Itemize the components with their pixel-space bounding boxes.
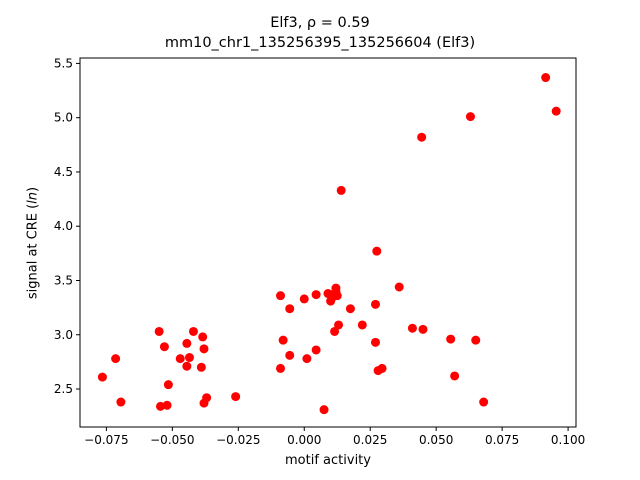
data-point (479, 397, 489, 407)
x-tick-label: −0.025 (216, 433, 260, 447)
data-point (188, 326, 198, 336)
data-point (372, 246, 382, 256)
y-tick-label: 5.5 (54, 56, 73, 70)
data-point (336, 185, 346, 195)
data-point (184, 353, 194, 363)
data-point (196, 362, 206, 372)
data-point (407, 323, 417, 333)
data-point (331, 283, 341, 293)
data-point (154, 326, 164, 336)
data-points (97, 73, 561, 415)
data-point (377, 363, 387, 373)
data-point (319, 405, 329, 415)
data-point (345, 304, 355, 314)
axis-ticks: −0.075 −0.050 −0.025 0.000 0.025 0.050 0.075 0.… (54, 56, 585, 447)
data-point (357, 320, 367, 330)
data-point (159, 342, 169, 352)
data-point (370, 299, 380, 309)
data-point (330, 326, 340, 336)
data-point (334, 320, 344, 330)
chart-subtitle: mm10_chr1_135256395_135256604 (Elf3) (164, 35, 476, 51)
data-point (276, 291, 286, 301)
data-point (299, 294, 309, 304)
y-tick-label: 3.0 (54, 328, 73, 342)
data-point (417, 132, 427, 142)
y-tick-label: 3.5 (54, 273, 73, 287)
chart-title: Elf3, ρ = 0.59 (270, 15, 370, 31)
y-tick-label: 4.0 (54, 219, 73, 233)
plot-frame (79, 57, 577, 428)
data-point (394, 282, 404, 292)
data-point (332, 291, 342, 301)
x-tick-label: 0.100 (551, 433, 585, 447)
data-point (446, 334, 456, 344)
data-point (311, 290, 321, 300)
data-point (198, 332, 208, 342)
data-point (162, 400, 172, 410)
data-point (116, 397, 126, 407)
data-point (202, 393, 212, 403)
data-point (450, 371, 460, 381)
y-tick-label: 4.5 (54, 165, 73, 179)
data-point (199, 344, 209, 354)
data-point (175, 354, 185, 364)
data-point (163, 380, 173, 390)
data-point (231, 392, 241, 402)
y-tick-label: 2.5 (54, 382, 73, 396)
data-point (285, 304, 295, 314)
x-tick-label: 0.075 (485, 433, 519, 447)
x-tick-label: 0.025 (353, 433, 387, 447)
data-point (285, 350, 295, 360)
data-point (276, 363, 286, 373)
data-point (302, 354, 312, 364)
data-point (418, 324, 428, 334)
y-axis-label-suffix: ) (25, 186, 41, 192)
data-point (370, 337, 380, 347)
data-point (465, 112, 475, 122)
data-point (311, 345, 321, 355)
y-axis-label-italic: ln (25, 191, 41, 204)
y-axis-label: signal at CRE (ln) (26, 187, 41, 299)
data-point (471, 335, 481, 345)
data-point (278, 335, 288, 345)
x-tick-label: 0.000 (287, 433, 321, 447)
data-point (541, 73, 551, 83)
x-tick-label: −0.075 (84, 433, 128, 447)
data-point (182, 361, 192, 371)
data-point (97, 372, 107, 382)
data-point (111, 354, 121, 364)
y-tick-label: 5.0 (54, 111, 73, 125)
y-axis-label-prefix: signal at CRE ( (25, 203, 41, 300)
x-axis-label: motif activity (285, 453, 371, 468)
data-point (182, 338, 192, 348)
data-point (551, 106, 561, 116)
x-tick-label: 0.050 (419, 433, 453, 447)
x-tick-label: −0.050 (150, 433, 194, 447)
